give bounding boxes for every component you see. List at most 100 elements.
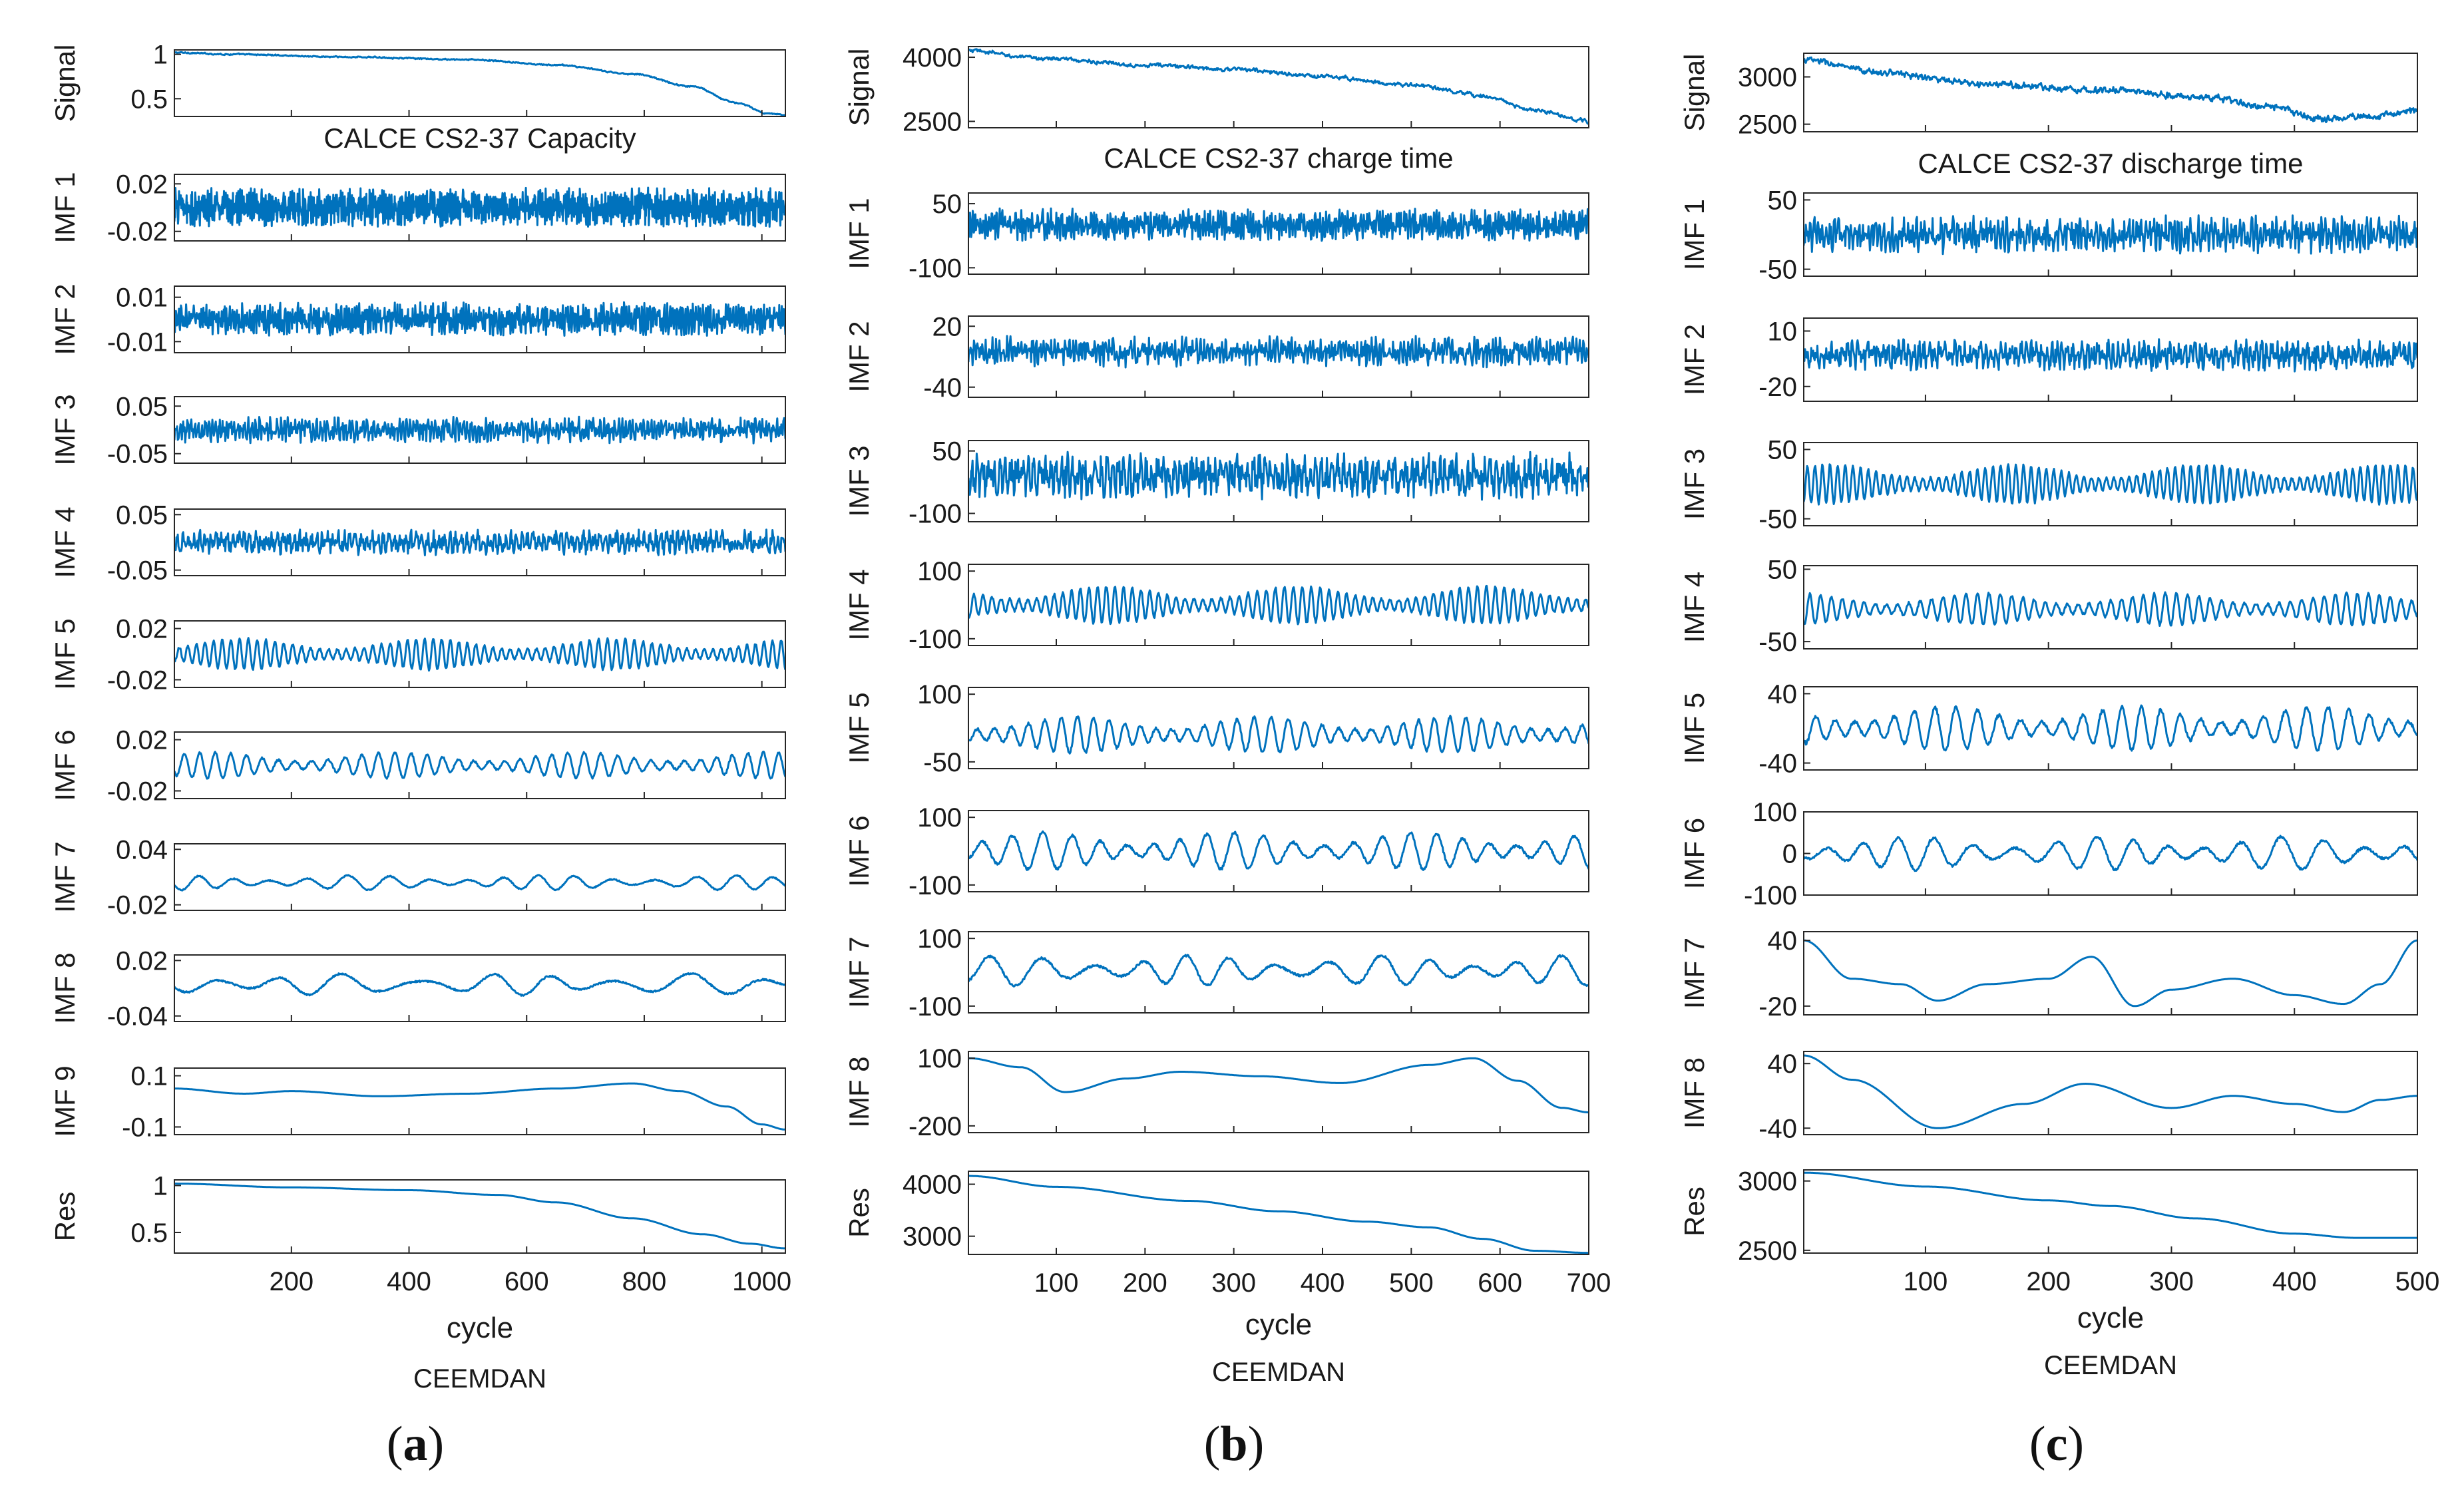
y-tick-label: -100 bbox=[909, 625, 962, 654]
series-line-res bbox=[968, 1175, 1589, 1254]
axes-box bbox=[1803, 811, 2418, 896]
x-tick-label: 500 bbox=[2395, 1267, 2440, 1296]
y-axis-label: IMF 5 bbox=[843, 692, 875, 763]
axes-box bbox=[1803, 565, 2418, 650]
x-tick-label: 600 bbox=[505, 1267, 549, 1296]
axes-box bbox=[1803, 931, 2418, 1016]
y-axis-label: IMF 4 bbox=[1679, 572, 1710, 643]
y-axis-label: Res bbox=[1679, 1187, 1710, 1236]
y-axis-label: IMF 3 bbox=[49, 394, 81, 465]
y-tick-label: -40 bbox=[1758, 1114, 1797, 1143]
y-tick-label: -0.02 bbox=[107, 891, 168, 920]
y-tick-label: 100 bbox=[917, 557, 962, 586]
y-axis-label: IMF 3 bbox=[843, 445, 875, 516]
axes-box bbox=[1803, 1169, 2418, 1254]
y-axis-label: IMF 5 bbox=[1679, 693, 1710, 764]
series-line-imf-2 bbox=[968, 335, 1589, 369]
series-line-imf-4 bbox=[1804, 591, 2417, 627]
y-axis-label: IMF 6 bbox=[1679, 818, 1710, 889]
y-tick-label: 0.02 bbox=[116, 726, 168, 755]
y-tick-label: 50 bbox=[1768, 186, 1798, 215]
axes-box bbox=[968, 315, 1589, 398]
axes-box bbox=[968, 687, 1589, 769]
y-axis-label: IMF 2 bbox=[1679, 324, 1710, 395]
y-tick-label: 100 bbox=[917, 924, 962, 954]
axes-box bbox=[1803, 442, 2418, 526]
x-tick-label: 100 bbox=[1904, 1267, 1948, 1296]
series-line-imf-5 bbox=[968, 715, 1589, 755]
series-line-imf-2 bbox=[1804, 338, 2417, 373]
y-tick-label: -40 bbox=[1758, 749, 1797, 779]
y-tick-label: 0.02 bbox=[116, 615, 168, 644]
x-axis-label: cycle bbox=[2077, 1302, 2144, 1334]
series-line-imf-6 bbox=[1804, 835, 2417, 872]
y-axis-label: IMF 5 bbox=[49, 618, 81, 689]
y-tick-label: -0.02 bbox=[107, 218, 168, 247]
axes-box bbox=[174, 508, 786, 576]
y-tick-label: -100 bbox=[1744, 881, 1797, 910]
x-tick-label: 700 bbox=[1567, 1268, 1611, 1298]
y-tick-label: 0.5 bbox=[130, 1218, 168, 1248]
x-tick-label: 200 bbox=[269, 1267, 313, 1296]
axes-box bbox=[968, 192, 1589, 275]
y-axis-label: IMF 7 bbox=[49, 841, 81, 912]
axes-box bbox=[968, 440, 1589, 522]
x-tick-label: 500 bbox=[1389, 1268, 1434, 1298]
axes-box bbox=[174, 954, 786, 1022]
x-tick-label: 600 bbox=[1478, 1268, 1522, 1298]
axes-box bbox=[968, 46, 1589, 128]
y-tick-label: 1 bbox=[153, 41, 168, 70]
y-axis-label: IMF 7 bbox=[1679, 938, 1710, 1009]
y-axis-label: IMF 2 bbox=[843, 321, 875, 392]
y-tick-label: -50 bbox=[1758, 505, 1797, 534]
x-axis-label: cycle bbox=[1245, 1308, 1312, 1341]
series-line-res bbox=[1804, 1171, 2417, 1239]
y-tick-label: 3000 bbox=[1738, 63, 1797, 93]
y-tick-label: 0.02 bbox=[116, 946, 168, 976]
y-tick-label: 50 bbox=[1768, 435, 1798, 464]
y-tick-label: -0.02 bbox=[107, 665, 168, 695]
y-tick-label: 2500 bbox=[1738, 110, 1797, 140]
y-tick-label: -50 bbox=[1758, 628, 1797, 657]
x-tick-label: 100 bbox=[1034, 1268, 1079, 1298]
x-tick-label: 800 bbox=[622, 1267, 667, 1296]
x-tick-label: 200 bbox=[2026, 1267, 2071, 1296]
axes-box bbox=[174, 174, 786, 242]
axes-box bbox=[174, 285, 786, 353]
y-axis-label: Signal bbox=[843, 49, 875, 126]
series-line-imf-8 bbox=[1804, 1054, 2417, 1129]
y-tick-label: 0.04 bbox=[116, 835, 168, 864]
series-line-imf-2 bbox=[174, 301, 785, 337]
y-tick-label: -100 bbox=[909, 499, 962, 528]
axes-box bbox=[174, 731, 786, 799]
y-tick-label: 100 bbox=[1752, 798, 1797, 827]
y-axis-label: IMF 6 bbox=[49, 729, 81, 801]
y-tick-label: 0.01 bbox=[116, 283, 168, 313]
axes-box bbox=[174, 396, 786, 464]
y-tick-label: 100 bbox=[917, 1044, 962, 1073]
y-tick-label: 3000 bbox=[1738, 1167, 1797, 1197]
y-tick-label: -20 bbox=[1758, 373, 1797, 402]
y-tick-label: -20 bbox=[1758, 992, 1797, 1022]
y-tick-label: 40 bbox=[1768, 1049, 1798, 1079]
y-axis-label: Res bbox=[49, 1192, 81, 1242]
panel-label-b: (b) bbox=[1203, 1417, 1265, 1471]
x-tick-label: 400 bbox=[2272, 1267, 2317, 1296]
y-tick-label: 0.1 bbox=[130, 1062, 168, 1091]
method-label: CEEMDAN bbox=[413, 1364, 546, 1393]
x-tick-label: 200 bbox=[1123, 1268, 1167, 1298]
y-axis-label: IMF 4 bbox=[49, 506, 81, 578]
y-tick-label: 4000 bbox=[903, 1171, 962, 1200]
x-tick-label: 300 bbox=[2149, 1267, 2194, 1296]
axes-box bbox=[1803, 53, 2418, 132]
y-tick-label: -200 bbox=[909, 1112, 962, 1141]
chart-title: CALCE CS2-37 discharge time bbox=[1918, 148, 2304, 179]
y-tick-label: 2500 bbox=[1738, 1236, 1797, 1266]
series-line-res bbox=[174, 1183, 785, 1250]
y-tick-label: 3000 bbox=[903, 1222, 962, 1252]
y-tick-label: -50 bbox=[1758, 256, 1797, 285]
y-tick-label: -0.1 bbox=[122, 1113, 168, 1142]
y-tick-label: 50 bbox=[1768, 555, 1798, 584]
axes-box bbox=[174, 49, 786, 117]
series-line-imf-3 bbox=[174, 415, 785, 445]
